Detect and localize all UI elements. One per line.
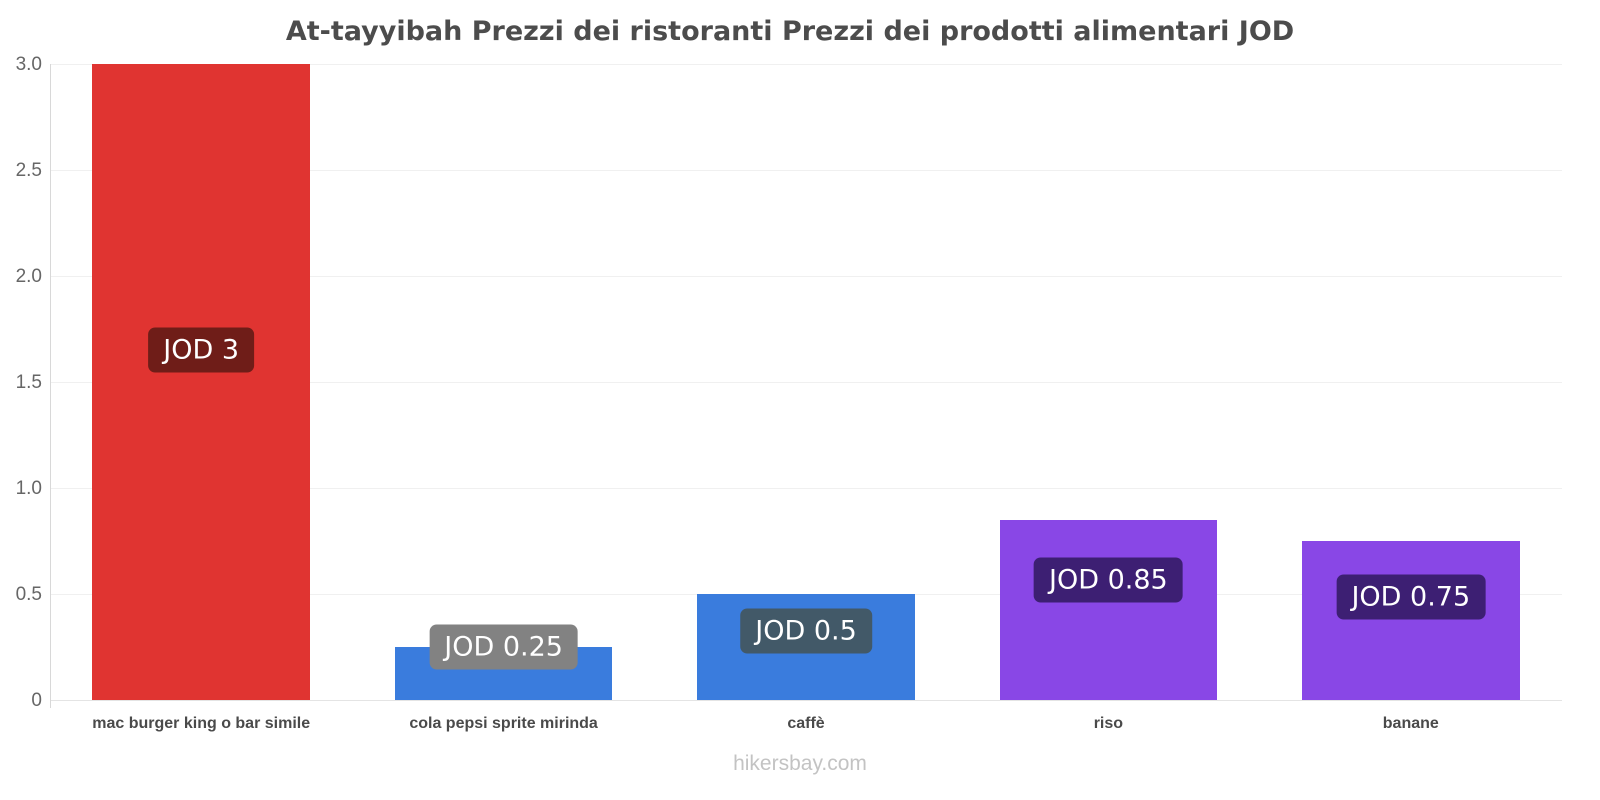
y-tick-label: 1.0	[15, 478, 42, 499]
bar-value-badge: JOD 3	[148, 327, 255, 373]
gridline	[50, 488, 1562, 489]
x-axis-line	[50, 700, 1562, 701]
y-tick-label: 0	[31, 690, 42, 711]
bar-value-badge: JOD 0.5	[740, 608, 872, 654]
gridline	[50, 382, 1562, 383]
bar-value-badge: JOD 0.25	[429, 624, 578, 670]
category-label: riso	[1093, 715, 1124, 732]
watermark-hikersbay: hikersbay.com	[733, 752, 867, 775]
y-tick-label: 3.0	[15, 54, 42, 75]
bar-4[interactable]	[999, 519, 1218, 700]
gridline	[50, 64, 1562, 65]
category-label: mac burger king o bar simile	[92, 715, 311, 732]
gridline	[50, 170, 1562, 171]
category-label: banane	[1382, 715, 1439, 732]
y-tick-label: 1.5	[15, 372, 42, 393]
bar-value-badge: JOD 0.85	[1034, 557, 1183, 603]
bar-value-badge: JOD 0.75	[1336, 574, 1486, 620]
y-axis-line	[50, 64, 51, 708]
bar-1[interactable]	[92, 64, 311, 700]
y-tick-label: 0.5	[15, 584, 42, 605]
category-label: caffè	[787, 715, 825, 732]
y-tick-label: 2.5	[15, 160, 42, 181]
chart-title: At-tayyibah Prezzi dei ristoranti Prezzi…	[285, 16, 1295, 47]
gridline	[50, 276, 1562, 277]
y-tick-label: 2.0	[15, 266, 42, 287]
bar-5[interactable]	[1301, 541, 1520, 700]
category-label: cola pepsi sprite mirinda	[409, 715, 598, 732]
